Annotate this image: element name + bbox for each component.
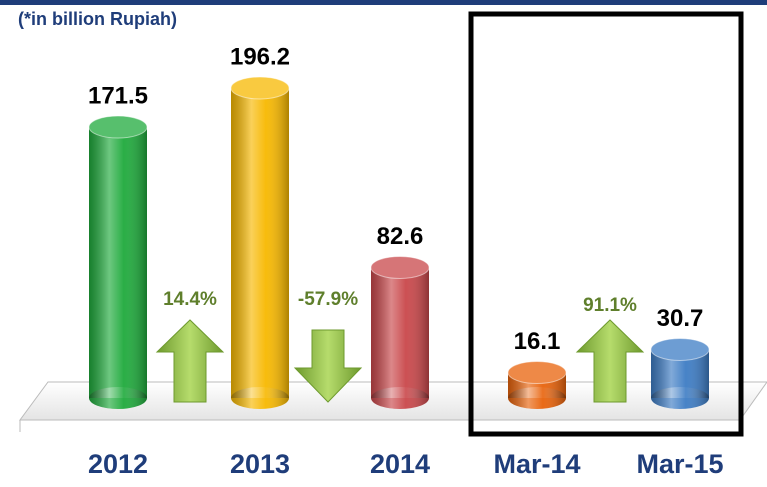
change-label: 14.4% [163, 289, 217, 310]
value-label: 30.7 [657, 305, 704, 332]
x-tick-label: 2012 [88, 449, 148, 479]
bar-top-shade [89, 116, 147, 139]
change-arrow [155, 319, 225, 403]
value-label: 82.6 [377, 223, 424, 250]
bar-shade [89, 127, 147, 399]
bar-top [507, 361, 567, 385]
value-label: 196.2 [230, 43, 290, 70]
bar-shade [231, 88, 289, 398]
bar-top [230, 76, 290, 100]
bar-top-shade [371, 256, 429, 279]
change-arrow [575, 319, 645, 403]
bar-top-shade [231, 77, 289, 99]
x-tick-label: 2014 [370, 449, 430, 479]
highlight-box [468, 11, 744, 437]
bar-top [370, 255, 430, 279]
x-tick-label: Mar-14 [493, 449, 580, 479]
change-label: -57.9% [298, 289, 358, 310]
bar-top-shade [508, 361, 566, 384]
change-arrow [293, 329, 363, 403]
value-label: 16.1 [514, 328, 561, 355]
top-band [0, 0, 767, 5]
bar-top [650, 337, 710, 361]
bar-top [88, 115, 148, 139]
x-tick-label: Mar-15 [636, 449, 723, 479]
bar-top-shade [651, 338, 709, 361]
change-label: 91.1% [583, 295, 637, 316]
bar-shade [371, 267, 429, 398]
x-tick-label: 2013 [230, 449, 290, 479]
value-label: 171.5 [88, 82, 148, 109]
subtitle: (*in billion Rupiah) [18, 9, 177, 29]
